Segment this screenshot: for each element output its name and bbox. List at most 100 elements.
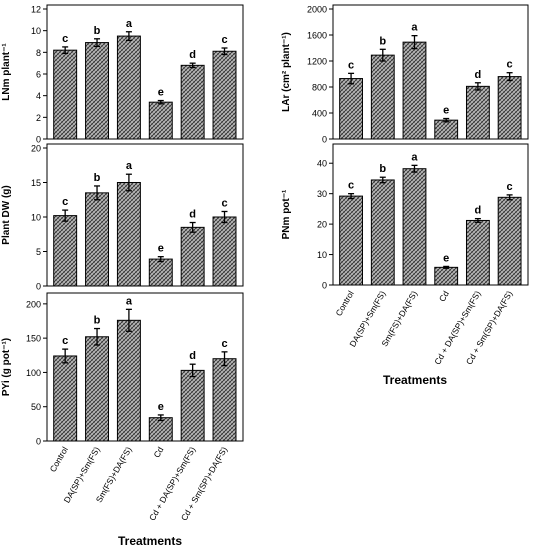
significance-letter: b <box>379 35 386 47</box>
significance-letter: a <box>126 18 133 30</box>
y-tick-label: 0 <box>36 282 41 292</box>
y-tick-label: 10 <box>317 250 327 260</box>
y-axis-label: PNm pot⁻¹ <box>281 189 292 239</box>
y-tick-label: 400 <box>312 109 327 119</box>
y-tick-label: 6 <box>36 70 41 80</box>
bar <box>53 49 78 140</box>
y-tick-label: 0 <box>322 135 327 145</box>
bar <box>434 266 459 286</box>
significance-letter: e <box>158 401 164 413</box>
y-axis-label: LNm plant⁻¹ <box>1 43 12 101</box>
y-tick-label: 150 <box>26 334 41 344</box>
bar <box>116 35 141 140</box>
significance-letter: c <box>348 180 354 192</box>
bar <box>497 76 522 140</box>
y-tick-label: 12 <box>31 5 41 15</box>
bar <box>370 179 395 286</box>
x-tick-label: Control <box>333 289 355 318</box>
y-tick-label: 0 <box>322 281 327 291</box>
plot-frame <box>332 143 529 286</box>
significance-letter: b <box>94 172 101 184</box>
significance-letter: b <box>94 25 101 37</box>
bar <box>148 101 173 140</box>
significance-letter: e <box>158 87 164 99</box>
significance-letter: c <box>507 181 513 193</box>
y-tick-label: 40 <box>317 159 327 169</box>
bar <box>53 355 78 442</box>
y-tick-label: 10 <box>31 26 41 36</box>
plot-frame <box>46 4 244 140</box>
y-tick-label: 0 <box>36 437 41 447</box>
significance-letter: e <box>443 105 449 117</box>
significance-letter: a <box>126 295 133 307</box>
bar <box>465 85 490 140</box>
bar <box>402 41 427 140</box>
panel-top-left: 0 2 4 6 8 10 12 LNm plant⁻¹ c b a e d c <box>1 4 244 145</box>
bar <box>339 195 363 286</box>
x-axis-title: Treatments <box>383 373 447 387</box>
bar <box>212 358 237 442</box>
significance-letter: c <box>62 196 68 208</box>
bar <box>148 417 173 442</box>
bar <box>370 54 395 140</box>
bar <box>497 196 522 286</box>
bar <box>116 319 141 442</box>
y-tick-label: 20 <box>317 220 327 230</box>
y-tick-label: 4 <box>36 91 41 101</box>
panel-middle-left: 0 5 10 15 20 Plant DW (g) c b a e d c <box>1 143 244 292</box>
bar <box>85 42 110 140</box>
bar <box>180 64 205 140</box>
significance-letter: a <box>411 151 418 163</box>
bar <box>85 192 110 287</box>
significance-letter: d <box>189 350 196 362</box>
x-tick-label: Control <box>48 445 70 474</box>
bar <box>434 119 459 140</box>
y-axis-label: Plant DW (g) <box>1 185 12 244</box>
x-axis-title: Treatments <box>118 534 182 548</box>
plot-frame <box>46 143 244 287</box>
y-tick-label: 10 <box>31 213 41 223</box>
significance-letter: c <box>221 338 227 350</box>
bar <box>53 215 78 287</box>
bar <box>180 369 205 442</box>
y-tick-label: 1200 <box>307 57 327 67</box>
y-tick-label: 20 <box>31 144 41 154</box>
y-axis-label: LAr (cm² plant⁻¹) <box>281 32 292 112</box>
bar <box>180 226 205 287</box>
bar <box>212 50 237 140</box>
y-tick-label: 2000 <box>307 5 327 15</box>
bar <box>85 336 110 442</box>
y-tick-label: 15 <box>31 178 41 188</box>
y-tick-label: 5 <box>36 247 41 257</box>
significance-letter: c <box>348 59 354 71</box>
x-tick-label: Cd <box>437 289 451 304</box>
y-tick-label: 100 <box>26 368 41 378</box>
bar <box>339 78 363 140</box>
significance-letter: e <box>158 243 164 255</box>
panel-top-right: 0 400 800 1200 1600 2000 LAr (cm² plant⁻¹) c b a e… <box>281 4 529 145</box>
x-tick-label: Cd <box>151 445 165 460</box>
plot-frame <box>332 4 529 140</box>
y-tick-label: 2 <box>36 113 41 123</box>
y-tick-label: 1600 <box>307 31 327 41</box>
significance-letter: d <box>475 205 482 217</box>
significance-letter: e <box>443 252 449 264</box>
significance-letter: b <box>379 163 386 175</box>
significance-letter: c <box>221 34 227 46</box>
significance-letter: b <box>94 315 101 327</box>
significance-letter: a <box>411 22 418 34</box>
x-tick-label: Sm(FS)+DA(FS) <box>94 445 134 504</box>
y-tick-label: 8 <box>36 48 41 58</box>
significance-letter: c <box>221 197 227 209</box>
significance-letter: d <box>475 69 482 81</box>
y-tick-label: 200 <box>26 299 41 309</box>
significance-letter: a <box>126 160 133 172</box>
significance-letter: c <box>507 59 513 71</box>
bar <box>116 182 141 287</box>
significance-letter: d <box>189 209 196 221</box>
bar <box>212 216 237 287</box>
plot-frame <box>46 292 244 442</box>
bar <box>148 258 173 287</box>
